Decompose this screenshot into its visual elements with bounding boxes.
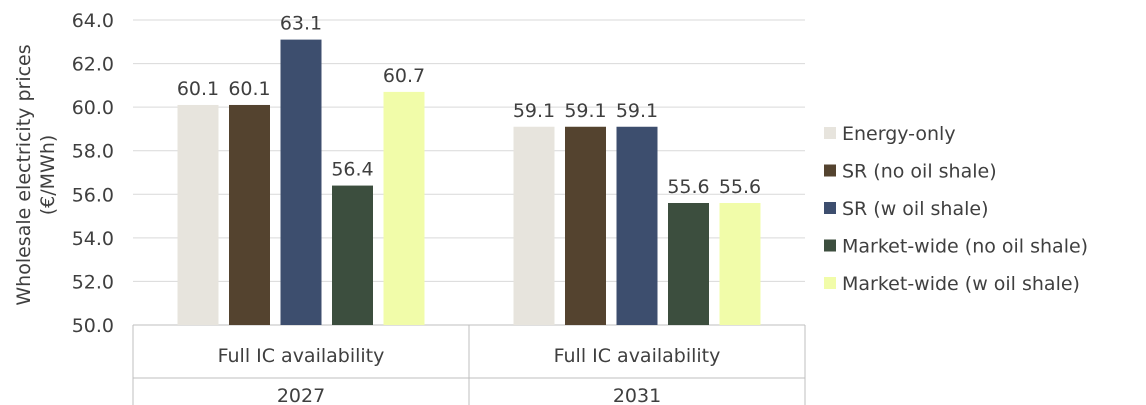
data-label: 55.6 [719, 176, 761, 198]
y-axis-title-line1: Wholesale electricity prices [13, 44, 35, 305]
data-label: 59.1 [564, 100, 606, 122]
data-label: 60.7 [383, 65, 425, 87]
bar [332, 185, 373, 325]
data-label: 56.4 [331, 159, 373, 181]
legend-swatch [824, 164, 836, 177]
bar [229, 104, 270, 325]
legend-label: Market-wide (w oil shale) [842, 273, 1080, 295]
y-axis-title-line2: (€/MWh) [37, 135, 59, 216]
legend-swatch [824, 277, 836, 289]
category-year-label: 2031 [613, 385, 661, 405]
bar [668, 203, 709, 325]
y-tick-label: 60.0 [72, 97, 114, 119]
legend-label: Market-wide (no oil shale) [842, 236, 1088, 258]
legend-label: SR (no oil shale) [842, 161, 997, 183]
legend-swatch [824, 202, 836, 214]
bar [383, 91, 425, 326]
axes: 50.0 52.0 54.0 56.0 58.0 60.0 62.0 64.0 Full IC … [72, 10, 806, 405]
bars [177, 39, 761, 326]
y-tick-label: 56.0 [72, 184, 114, 206]
category-year-label: 2027 [277, 385, 325, 405]
bar [565, 126, 606, 325]
bar [616, 126, 658, 325]
legend-swatch [824, 239, 836, 252]
legend-label: SR (w oil shale) [842, 198, 988, 220]
legend: Energy-only SR (no oil shale) SR (w oil sh… [824, 123, 1088, 295]
bar [280, 39, 322, 325]
legend-swatch [824, 127, 836, 139]
data-label: 55.6 [667, 176, 709, 198]
y-tick-label: 54.0 [72, 228, 114, 250]
y-tick-label: 58.0 [72, 141, 114, 163]
y-tick-label: 52.0 [72, 271, 114, 293]
data-label: 59.1 [513, 100, 555, 122]
bar [719, 203, 761, 325]
data-label: 60.1 [177, 78, 219, 100]
data-label: 60.1 [228, 78, 270, 100]
category-label: Full IC availability [554, 345, 721, 367]
y-tick-label: 62.0 [72, 54, 114, 76]
data-labels: 60.1 60.1 63.1 56.4 60.7 59.1 59.1 59.1 55.6 55.6 [177, 13, 761, 198]
category-label: Full IC availability [218, 345, 385, 367]
bar [177, 104, 219, 325]
bar [513, 126, 555, 325]
legend-label: Energy-only [842, 123, 956, 145]
y-tick-label: 50.0 [72, 315, 114, 337]
y-tick-label: 64.0 [72, 10, 114, 32]
data-label: 63.1 [280, 13, 322, 35]
data-label: 59.1 [616, 100, 658, 122]
